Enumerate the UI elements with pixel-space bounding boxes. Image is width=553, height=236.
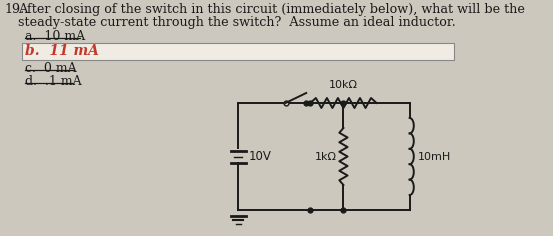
Text: d.  .1 mA: d. .1 mA: [25, 75, 81, 88]
Text: c.  0 mA: c. 0 mA: [25, 62, 76, 75]
Text: 10V: 10V: [248, 150, 271, 163]
FancyBboxPatch shape: [22, 42, 454, 59]
Text: steady-state current through the switch?  Assume an ideal inductor.: steady-state current through the switch?…: [18, 16, 456, 29]
Text: After closing of the switch in this circuit (immediately below), what will be th: After closing of the switch in this circ…: [18, 3, 525, 16]
Text: b.  11 mA: b. 11 mA: [25, 44, 98, 58]
Text: 10kΩ: 10kΩ: [329, 80, 358, 90]
Text: a.  10 mA: a. 10 mA: [25, 30, 85, 43]
Text: 19.: 19.: [4, 3, 24, 16]
Text: 1kΩ: 1kΩ: [315, 152, 337, 161]
Text: 10mH: 10mH: [418, 152, 451, 161]
